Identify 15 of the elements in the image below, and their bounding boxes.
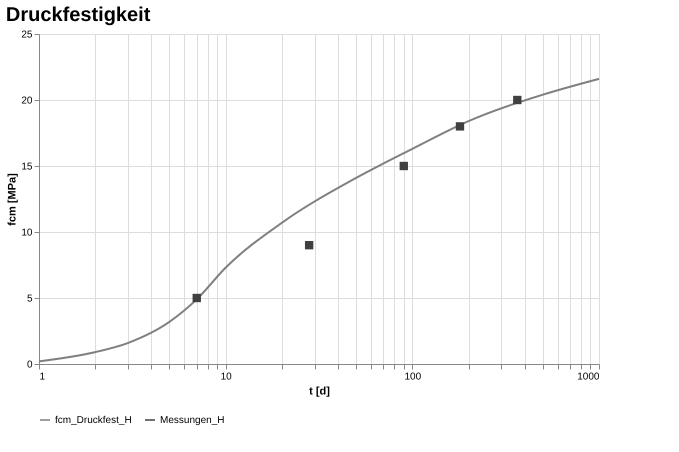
y-tick-label: 10 — [21, 228, 33, 238]
x-tick-label: 10 — [220, 372, 232, 382]
y-tick-label: 5 — [26, 294, 33, 304]
y-tick-label: 25 — [21, 30, 33, 40]
legend-label: fcm_Druckfest_H — [55, 415, 132, 426]
chart-title: Druckfestigkeit — [6, 4, 151, 26]
y-axis-title: fcm [MPa] — [6, 172, 18, 226]
x-axis-title: t [d] — [309, 386, 330, 398]
x-tick-label: 100 — [404, 372, 422, 382]
y-tick-label: 20 — [21, 96, 33, 106]
x-tick-label: 1 — [40, 372, 46, 382]
legend-label: Messungen_H — [160, 415, 224, 426]
y-tick-label: 0 — [26, 360, 33, 370]
x-tick-label: 1000 — [577, 372, 600, 382]
y-tick-label: 15 — [21, 162, 33, 172]
